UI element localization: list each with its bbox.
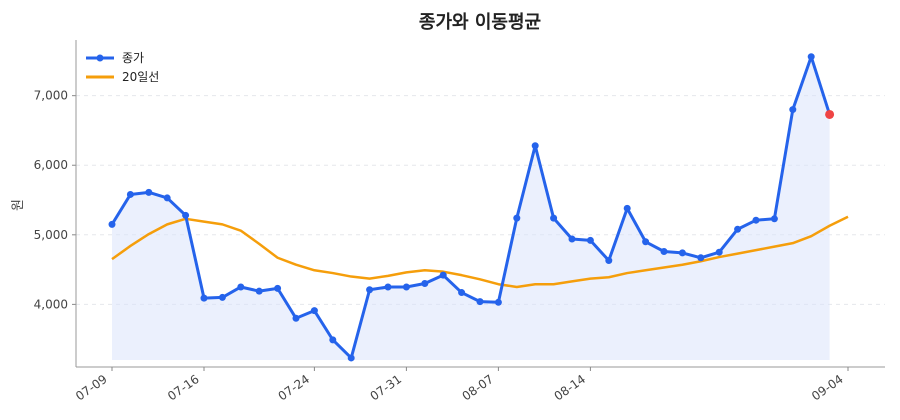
legend-ma20-label: 20일선 [122,70,159,84]
close-point [218,293,226,301]
close-area-fill [112,56,830,360]
legend-close-marker [96,54,104,62]
y-tick-label: 5,000 [34,228,68,242]
close-point [200,294,208,302]
y-tick-label: 7,000 [34,89,68,103]
x-tick-label: 08-07 [460,372,497,403]
legend-close-label: 종가 [122,51,144,65]
close-point [697,254,705,262]
ma20-line [111,215,849,289]
close-point [642,238,650,246]
close-point [402,283,410,291]
y-tick-label: 6,000 [34,158,68,172]
close-point [347,354,355,362]
close-point [421,280,429,288]
x-tick-label: 07-24 [276,372,313,403]
close-point [255,287,263,295]
close-line [110,55,832,360]
x-tick-label: 07-16 [165,372,202,403]
close-point [807,53,815,61]
close-point [126,190,134,198]
x-tick-label: 09-04 [809,372,846,403]
close-point [770,215,778,223]
close-point [513,214,521,222]
x-tick-label: 07-31 [368,372,405,403]
area-fill-layer [112,56,830,360]
y-tick-label: 4,000 [34,297,68,311]
legend: 종가 20일선 [86,51,159,84]
close-point [586,236,594,244]
close-point [366,286,374,294]
y-axis-label: 원 [11,199,26,211]
close-point [163,194,171,202]
close-point [605,257,613,265]
close-point [734,225,742,233]
close-point [752,216,760,224]
close-point [715,248,723,256]
x-tick-label: 07-09 [73,372,110,403]
close-point [329,336,337,344]
close-point [108,220,116,228]
x-tick-label: 08-14 [552,372,589,403]
close-point [623,204,631,212]
close-point [531,142,539,150]
close-point [789,106,797,114]
close-point [476,298,484,306]
close-point [550,214,558,222]
close-point [660,248,668,256]
close-point [182,211,190,219]
close-point [458,289,466,297]
close-point [145,188,153,196]
close-point [237,283,245,291]
close-point [292,314,300,322]
close-point [274,284,282,292]
close-point [384,283,392,291]
close-point [310,307,318,315]
close-point [494,298,502,306]
close-last-point [825,109,835,119]
series-layer [108,53,849,362]
chart-title: 종가와 이동평균 [419,12,541,33]
close-point [439,271,447,279]
close-point [678,249,686,257]
close-point [568,235,576,243]
